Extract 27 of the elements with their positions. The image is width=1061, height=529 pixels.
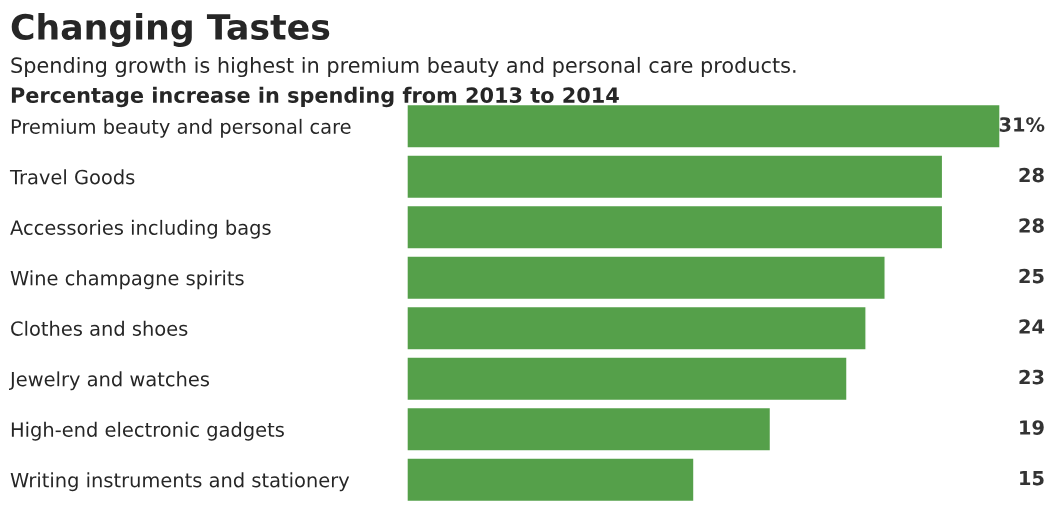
data-label: 24 xyxy=(1019,319,1045,334)
y-tick-label: Jewelry and watches xyxy=(8,371,210,391)
bar xyxy=(407,154,944,200)
data-label: 28 xyxy=(1019,218,1044,233)
data-label: 23 xyxy=(1019,369,1044,385)
y-tick-label: Premium beauty and personal care xyxy=(11,118,351,138)
data-label: 31% xyxy=(999,117,1045,132)
bar xyxy=(407,103,1000,149)
y-tick-label: Writing instruments and stationery xyxy=(10,472,350,492)
data-label: 19 xyxy=(1020,420,1044,435)
bar xyxy=(407,356,848,402)
bar xyxy=(407,457,695,503)
y-tick-label: Accessories including bags xyxy=(10,219,271,239)
bar xyxy=(407,255,886,301)
data-label: 15 xyxy=(1020,470,1044,486)
bar xyxy=(407,406,772,452)
chart-subtitle: Spending growth is highest in premium beauty and personal care products. xyxy=(11,56,796,78)
y-tick-label: Wine champagne spirits xyxy=(10,270,244,290)
annotation: Percentage increase in spending from 2013 to 2014 xyxy=(11,86,619,108)
bar xyxy=(407,204,944,250)
y-tick-label: Clothes and shoes xyxy=(11,320,188,336)
bar xyxy=(407,305,867,351)
y-tick-label: High-end electronic gadgets xyxy=(11,421,284,441)
chart-title: Changing Tastes xyxy=(11,13,330,47)
data-label: 25 xyxy=(1019,268,1044,284)
data-label: 28 xyxy=(1019,167,1044,183)
y-tick-label: Travel Goods xyxy=(9,169,135,185)
